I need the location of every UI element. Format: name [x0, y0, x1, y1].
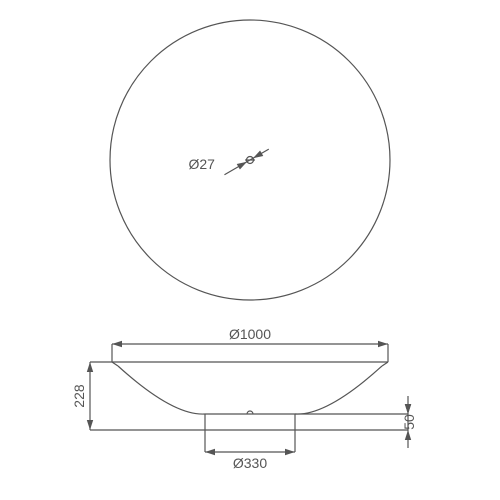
dim-h50-label: 50 — [401, 414, 417, 430]
dim-d330-label: Ø330 — [233, 455, 267, 471]
side-bowl-left — [118, 366, 205, 414]
side-bowl-right — [295, 366, 382, 414]
top-hole-dim-label: Ø27 — [188, 156, 215, 172]
dim-d1000-label: Ø1000 — [229, 326, 271, 342]
dim-h228-label: 228 — [71, 384, 87, 408]
